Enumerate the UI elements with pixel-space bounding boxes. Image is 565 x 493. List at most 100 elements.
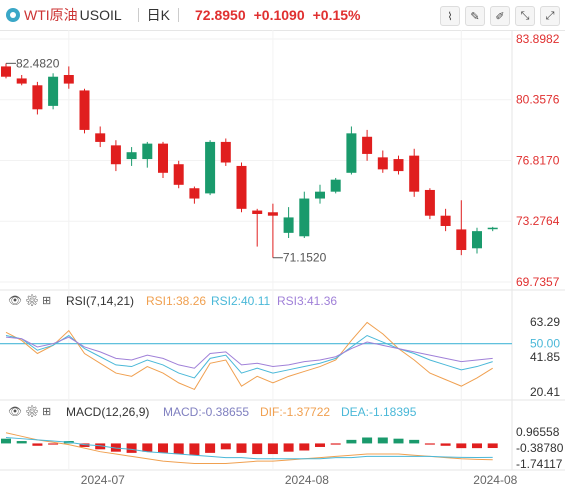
macd-bar bbox=[346, 439, 357, 444]
candle-body bbox=[63, 75, 74, 84]
price-tick-label: 69.7357 bbox=[516, 275, 560, 289]
chart-type-icon[interactable]: ⌇ bbox=[440, 6, 460, 26]
dif-line bbox=[5, 432, 493, 465]
macd-bar bbox=[189, 443, 200, 456]
date-tick-label: 2024-08 bbox=[285, 473, 329, 487]
dea-line bbox=[5, 437, 493, 460]
macd-bar bbox=[142, 443, 153, 452]
macd-tick-label: -1.74117 bbox=[516, 457, 563, 471]
draw-icon[interactable]: ✎ bbox=[465, 6, 485, 26]
candle-body bbox=[1, 66, 11, 77]
macd-bar bbox=[472, 443, 482, 449]
rsi-tick-label: 41.85 bbox=[530, 350, 560, 364]
price-tick-label: 80.3576 bbox=[516, 93, 560, 107]
macd-bar bbox=[16, 441, 27, 444]
candle-body bbox=[487, 227, 498, 230]
date-tick-label: 2024-07 bbox=[81, 473, 125, 487]
macd-bar bbox=[236, 443, 247, 453]
price-change-pct: +0.15% bbox=[312, 7, 361, 23]
pen-icon[interactable]: ✐ bbox=[490, 6, 510, 26]
rsi3-label: RSI3:41.36 bbox=[277, 294, 338, 308]
candle-body bbox=[472, 231, 482, 249]
max-price-label: 82.4820 bbox=[16, 56, 60, 70]
candle-body bbox=[299, 198, 310, 237]
candle-body bbox=[283, 217, 294, 233]
rsi-tick-label: 50.00 bbox=[530, 337, 560, 351]
candle-body bbox=[330, 179, 341, 192]
macd-bar bbox=[377, 437, 388, 444]
candle-body bbox=[252, 210, 263, 214]
macd-bar bbox=[1, 438, 11, 444]
macd-title: MACD(12,26,9) bbox=[66, 405, 150, 419]
price-tick-label: 83.8982 bbox=[516, 32, 560, 46]
macd-bar bbox=[252, 443, 263, 455]
macd-bar bbox=[110, 443, 121, 452]
chart-header: WTI原油 USOIL 日K 72.8950 +0.1090 +0.15% bbox=[0, 0, 565, 31]
price-change: +0.1090 bbox=[253, 7, 305, 23]
candle-body bbox=[236, 165, 247, 209]
symbol-code: USOIL bbox=[79, 7, 122, 23]
dea-label: DEA:-1.18395 bbox=[341, 405, 417, 419]
candle-body bbox=[440, 215, 451, 226]
macd-bar bbox=[48, 443, 59, 445]
oil-icon bbox=[6, 8, 20, 22]
rsi2-line bbox=[5, 334, 493, 379]
min-price-label: 71.1520 bbox=[283, 251, 327, 265]
macd-bar bbox=[393, 438, 404, 444]
date-tick-label: 2024-08 bbox=[473, 473, 517, 487]
candle-body bbox=[424, 189, 435, 216]
candle-body bbox=[377, 157, 388, 170]
candle-body bbox=[456, 229, 467, 251]
candle-body bbox=[95, 133, 106, 142]
macd-icons[interactable]: 👁 ⚙ ⊞ bbox=[8, 406, 52, 418]
dif-label: DIF:-1.37722 bbox=[260, 405, 331, 419]
candle-body bbox=[79, 90, 90, 130]
interval-selector[interactable]: 日K bbox=[146, 7, 171, 23]
shrink-icon[interactable]: ⤡ bbox=[515, 6, 535, 26]
candle-body bbox=[267, 212, 278, 216]
macd-bar bbox=[158, 443, 168, 453]
macd-bar bbox=[126, 443, 137, 453]
macd-bar bbox=[267, 443, 278, 455]
candle-body bbox=[315, 191, 325, 199]
macd-tick-label: -0.38780 bbox=[516, 441, 564, 455]
rsi2-label: RSI2:40.11 bbox=[211, 294, 271, 308]
candle-body bbox=[189, 188, 200, 199]
last-price: 72.8950 bbox=[195, 7, 246, 23]
rsi1-label: RSI1:38.26 bbox=[146, 294, 207, 308]
fullscreen-icon[interactable]: ⤢ bbox=[540, 6, 560, 26]
macd-bar bbox=[440, 443, 451, 446]
rsi1-line bbox=[5, 321, 493, 391]
macd-bar bbox=[315, 443, 325, 447]
rsi-tick-label: 20.41 bbox=[530, 385, 560, 399]
candle-body bbox=[126, 152, 137, 160]
candle-body bbox=[362, 136, 373, 154]
price-tick-label: 76.8170 bbox=[516, 153, 560, 167]
macd-bar bbox=[95, 443, 106, 450]
macd-bar bbox=[205, 443, 216, 453]
macd-value-label: MACD:-0.38655 bbox=[163, 405, 250, 419]
macd-bar bbox=[173, 443, 184, 455]
macd-tick-label: 0.96558 bbox=[516, 425, 560, 439]
candle-body bbox=[158, 143, 168, 173]
candle-body bbox=[110, 145, 121, 165]
rsi-icons[interactable]: 👁 ⚙ ⊞ bbox=[8, 295, 52, 307]
rsi-title: RSI(7,14,21) bbox=[66, 294, 135, 308]
symbol-name: WTI原油 bbox=[24, 7, 78, 23]
candle-body bbox=[173, 164, 184, 185]
candle-body bbox=[142, 143, 153, 160]
macd-bar bbox=[220, 443, 231, 450]
candle-body bbox=[32, 85, 43, 110]
candle-body bbox=[220, 141, 231, 163]
macd-bar bbox=[409, 439, 420, 444]
macd-bar bbox=[456, 443, 467, 449]
symbol-selector[interactable]: WTI原油 USOIL bbox=[6, 5, 130, 25]
macd-bar bbox=[299, 443, 310, 451]
candle-body bbox=[393, 159, 404, 172]
macd-bar bbox=[487, 443, 498, 449]
price-tick-label: 73.2764 bbox=[516, 214, 560, 228]
macd-bar bbox=[362, 437, 373, 444]
divider bbox=[178, 8, 180, 22]
rsi-tick-label: 63.29 bbox=[530, 315, 560, 329]
